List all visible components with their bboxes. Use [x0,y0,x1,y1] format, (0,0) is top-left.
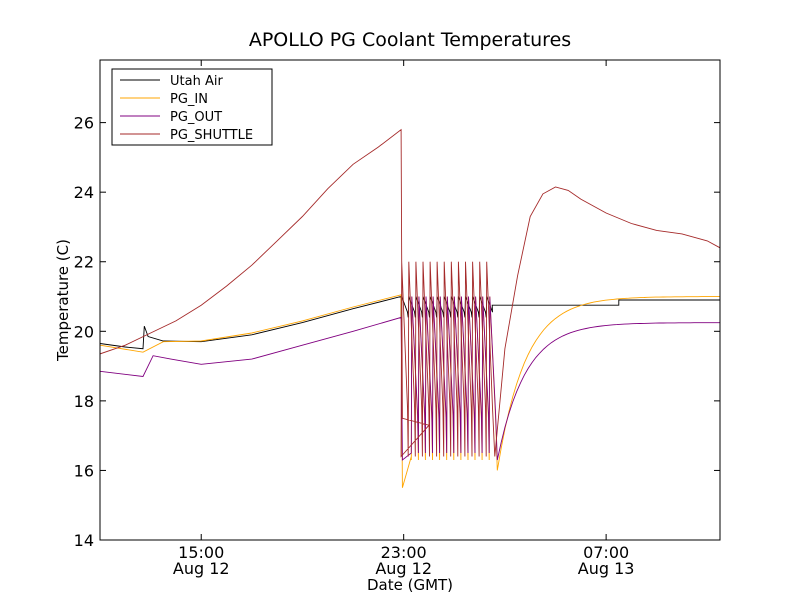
legend-label: PG_SHUTTLE [170,128,253,143]
legend-box [111,68,273,146]
series-line-pg-shuttle [100,128,720,458]
chart-title: APOLLO PG Coolant Temperatures [249,29,571,51]
x-tick-label-date: Aug 13 [578,559,635,578]
y-tick-label: 20 [74,322,94,341]
series-layer [100,128,720,488]
y-tick-label: 26 [74,114,94,133]
y-tick-label: 24 [74,183,94,202]
x-axis-label: Date (GMT) [367,576,453,594]
x-tick-label-time: 15:00 [178,543,224,562]
y-tick-label: 14 [74,531,94,550]
y-tick-label: 22 [74,253,94,272]
x-tick-label-date: Aug 12 [173,559,230,578]
y-tick-label: 18 [74,392,94,411]
plot-frame [99,59,721,541]
x-tick-label-time: 07:00 [583,543,629,562]
series-line-pg-out [100,296,720,461]
x-tick-label-time: 23:00 [381,543,427,562]
y-axis-label: Temperature (C) [54,239,72,362]
legend-label: PG_OUT [170,110,222,125]
x-tick-label-date: Aug 12 [375,559,432,578]
legend-label: Utah Air [170,74,223,89]
legend-label: PG_IN [170,92,208,107]
y-tick-label: 16 [74,461,94,480]
legend: Utah Air PG_IN PG_OUT PG_SHUTTLE [111,68,273,146]
